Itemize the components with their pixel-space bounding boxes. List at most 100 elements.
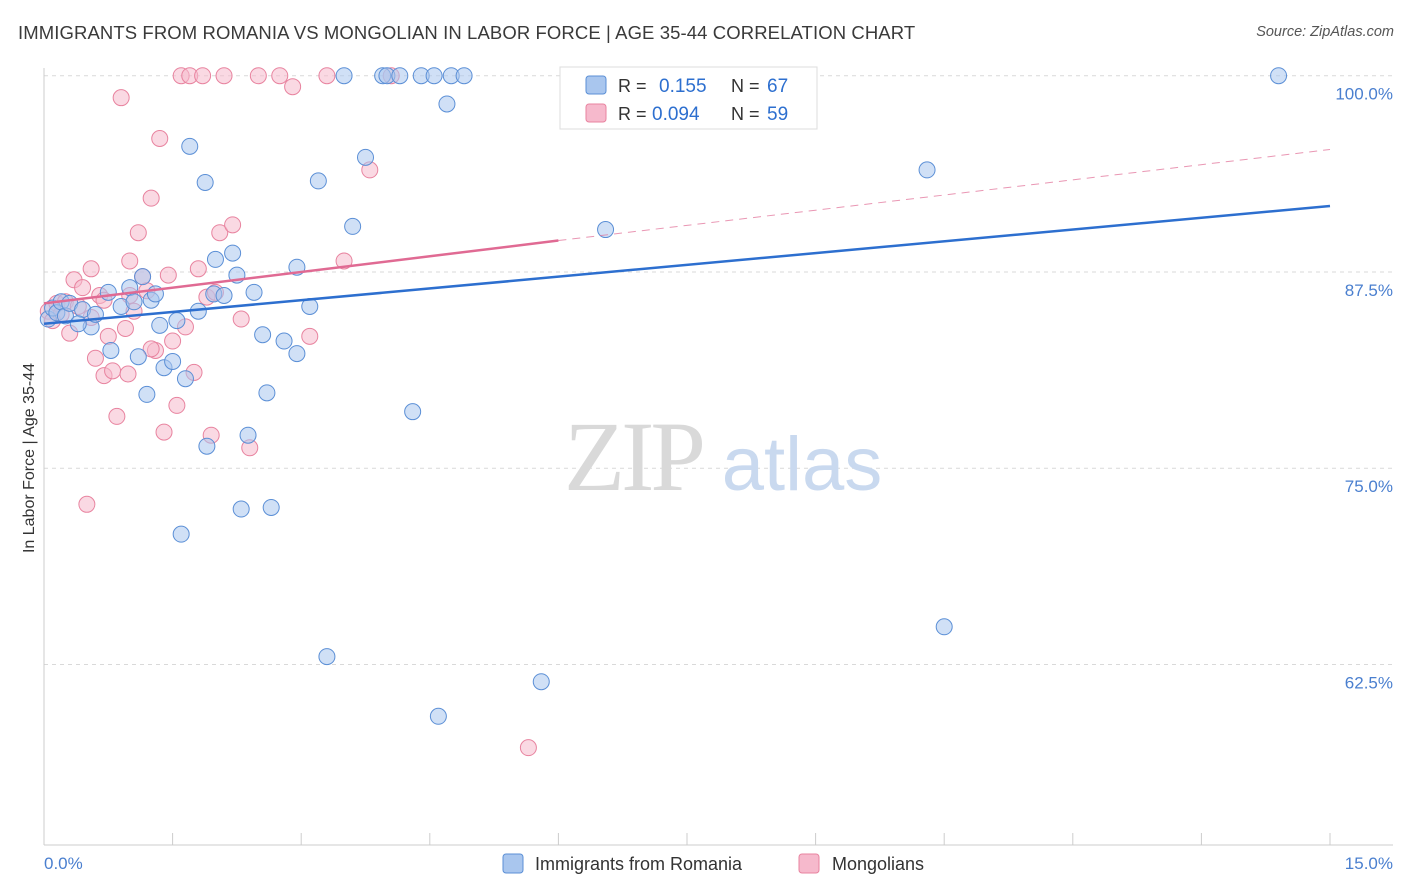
data-point xyxy=(119,365,137,383)
data-point xyxy=(245,283,263,301)
data-point xyxy=(112,89,130,107)
data-point xyxy=(194,67,212,85)
data-point xyxy=(86,349,104,367)
bottom-legend-swatch-mongolians xyxy=(798,853,820,874)
data-point xyxy=(99,327,117,345)
data-point xyxy=(198,437,216,455)
data-point xyxy=(344,217,362,235)
data-point xyxy=(309,172,327,190)
data-point xyxy=(224,244,242,262)
data-point xyxy=(425,67,443,85)
data-point xyxy=(284,78,302,96)
legend-r-value-romania: 0.155 xyxy=(659,76,707,97)
data-point xyxy=(116,319,134,337)
data-point xyxy=(232,500,250,518)
series-mongolians xyxy=(39,67,537,757)
bottom-legend: Immigrants from Romania Mongolians xyxy=(502,853,924,874)
chart-title: IMMIGRANTS FROM ROMANIA VS MONGOLIAN IN … xyxy=(18,22,916,43)
data-point xyxy=(151,316,169,334)
legend-swatch-romania xyxy=(585,75,607,95)
data-point xyxy=(224,216,242,234)
data-point xyxy=(102,341,120,359)
data-point xyxy=(254,326,272,344)
data-point xyxy=(164,352,182,370)
legend-swatch-mongolians xyxy=(585,103,607,123)
data-point xyxy=(262,498,280,516)
data-point xyxy=(455,67,473,85)
data-point xyxy=(196,173,214,191)
trend-line-mongolians xyxy=(43,239,559,305)
data-point xyxy=(258,384,276,402)
data-point xyxy=(129,224,147,242)
data-point xyxy=(151,130,169,147)
x-tick-label-max: 15.0% xyxy=(1345,854,1393,873)
legend-r-label-romania: R = xyxy=(618,76,647,96)
y-axis-title: In Labor Force | Age 35-44 xyxy=(21,363,38,553)
data-point xyxy=(176,370,194,388)
data-point xyxy=(164,332,182,350)
data-point xyxy=(142,340,160,358)
data-point xyxy=(918,161,936,179)
legend-n-label-romania: N = xyxy=(731,76,760,96)
data-point xyxy=(249,67,267,85)
data-point xyxy=(172,525,190,543)
data-point xyxy=(597,221,615,239)
bottom-legend-swatch-romania xyxy=(502,853,524,874)
data-point xyxy=(318,67,336,85)
source-label: Source: ZipAtlas.com xyxy=(1256,24,1394,40)
data-point xyxy=(125,293,143,311)
data-point xyxy=(301,327,319,345)
legend-r-value-mongolians: 0.094 xyxy=(652,104,700,125)
data-point xyxy=(519,739,537,757)
bottom-legend-label-romania: Immigrants from Romania xyxy=(535,854,743,874)
y-tick-label: 62.5% xyxy=(1345,673,1393,692)
data-point xyxy=(232,310,250,328)
data-point xyxy=(69,315,87,333)
data-point xyxy=(335,252,353,270)
data-point xyxy=(438,95,456,113)
legend-n-value-romania: 67 xyxy=(767,76,788,97)
data-point xyxy=(104,362,122,380)
data-point xyxy=(155,423,173,441)
watermark: ZIP atlas xyxy=(564,401,882,512)
series-romania xyxy=(39,67,1288,725)
data-point xyxy=(142,189,160,207)
data-point xyxy=(288,345,306,363)
data-point xyxy=(215,287,233,304)
data-point xyxy=(134,268,152,286)
y-tick-labels: 62.5% 75.0% 87.5% 100.0% xyxy=(1335,85,1393,693)
data-point xyxy=(78,495,96,513)
data-point xyxy=(99,283,117,301)
y-tick-label: 100.0% xyxy=(1335,85,1393,104)
data-point xyxy=(404,403,422,421)
data-point xyxy=(82,260,100,278)
data-point xyxy=(318,648,336,666)
data-point xyxy=(181,137,199,155)
data-point xyxy=(391,67,409,85)
data-point xyxy=(206,250,224,268)
data-point xyxy=(108,407,126,425)
y-tick-label: 75.0% xyxy=(1345,477,1393,496)
data-point xyxy=(159,266,177,284)
data-point xyxy=(74,279,92,297)
data-point xyxy=(215,67,233,85)
trend-line-mongolians-extrapolated xyxy=(558,148,1331,242)
data-point xyxy=(935,618,953,636)
bottom-legend-label-mongolians: Mongolians xyxy=(832,854,924,874)
data-point xyxy=(271,67,289,85)
data-point xyxy=(275,332,293,350)
stats-legend: R = 0.155 N = 67 R = 0.094 N = 59 xyxy=(559,66,818,130)
data-point xyxy=(335,67,353,85)
data-point xyxy=(168,396,186,414)
data-point xyxy=(1270,67,1288,85)
data-point xyxy=(138,385,156,403)
legend-n-value-mongolians: 59 xyxy=(767,104,788,125)
y-tick-label: 87.5% xyxy=(1345,281,1393,300)
trend-lines xyxy=(43,148,1331,326)
trend-line-romania xyxy=(43,204,1331,326)
data-point xyxy=(532,673,550,691)
legend-n-label-mongolians: N = xyxy=(731,104,760,124)
axes xyxy=(43,68,1393,846)
watermark-atlas: atlas xyxy=(722,422,883,507)
